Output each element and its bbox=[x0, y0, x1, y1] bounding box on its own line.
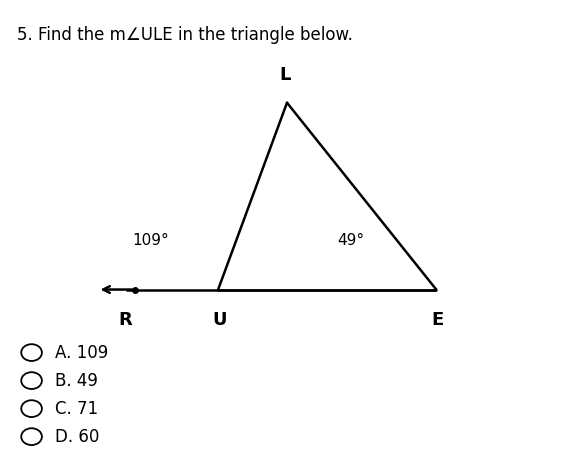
Text: B. 49: B. 49 bbox=[55, 372, 98, 389]
Text: R: R bbox=[118, 311, 132, 329]
Text: 49°: 49° bbox=[338, 233, 364, 248]
Text: U: U bbox=[212, 311, 227, 329]
Text: C. 71: C. 71 bbox=[55, 400, 98, 417]
Text: D. 60: D. 60 bbox=[55, 428, 99, 446]
Text: L: L bbox=[280, 66, 291, 84]
Text: E: E bbox=[431, 311, 444, 329]
Text: 5. Find the m∠ULE in the triangle below.: 5. Find the m∠ULE in the triangle below. bbox=[17, 26, 353, 44]
Text: A. 109: A. 109 bbox=[55, 344, 108, 361]
Text: 109°: 109° bbox=[133, 233, 169, 248]
